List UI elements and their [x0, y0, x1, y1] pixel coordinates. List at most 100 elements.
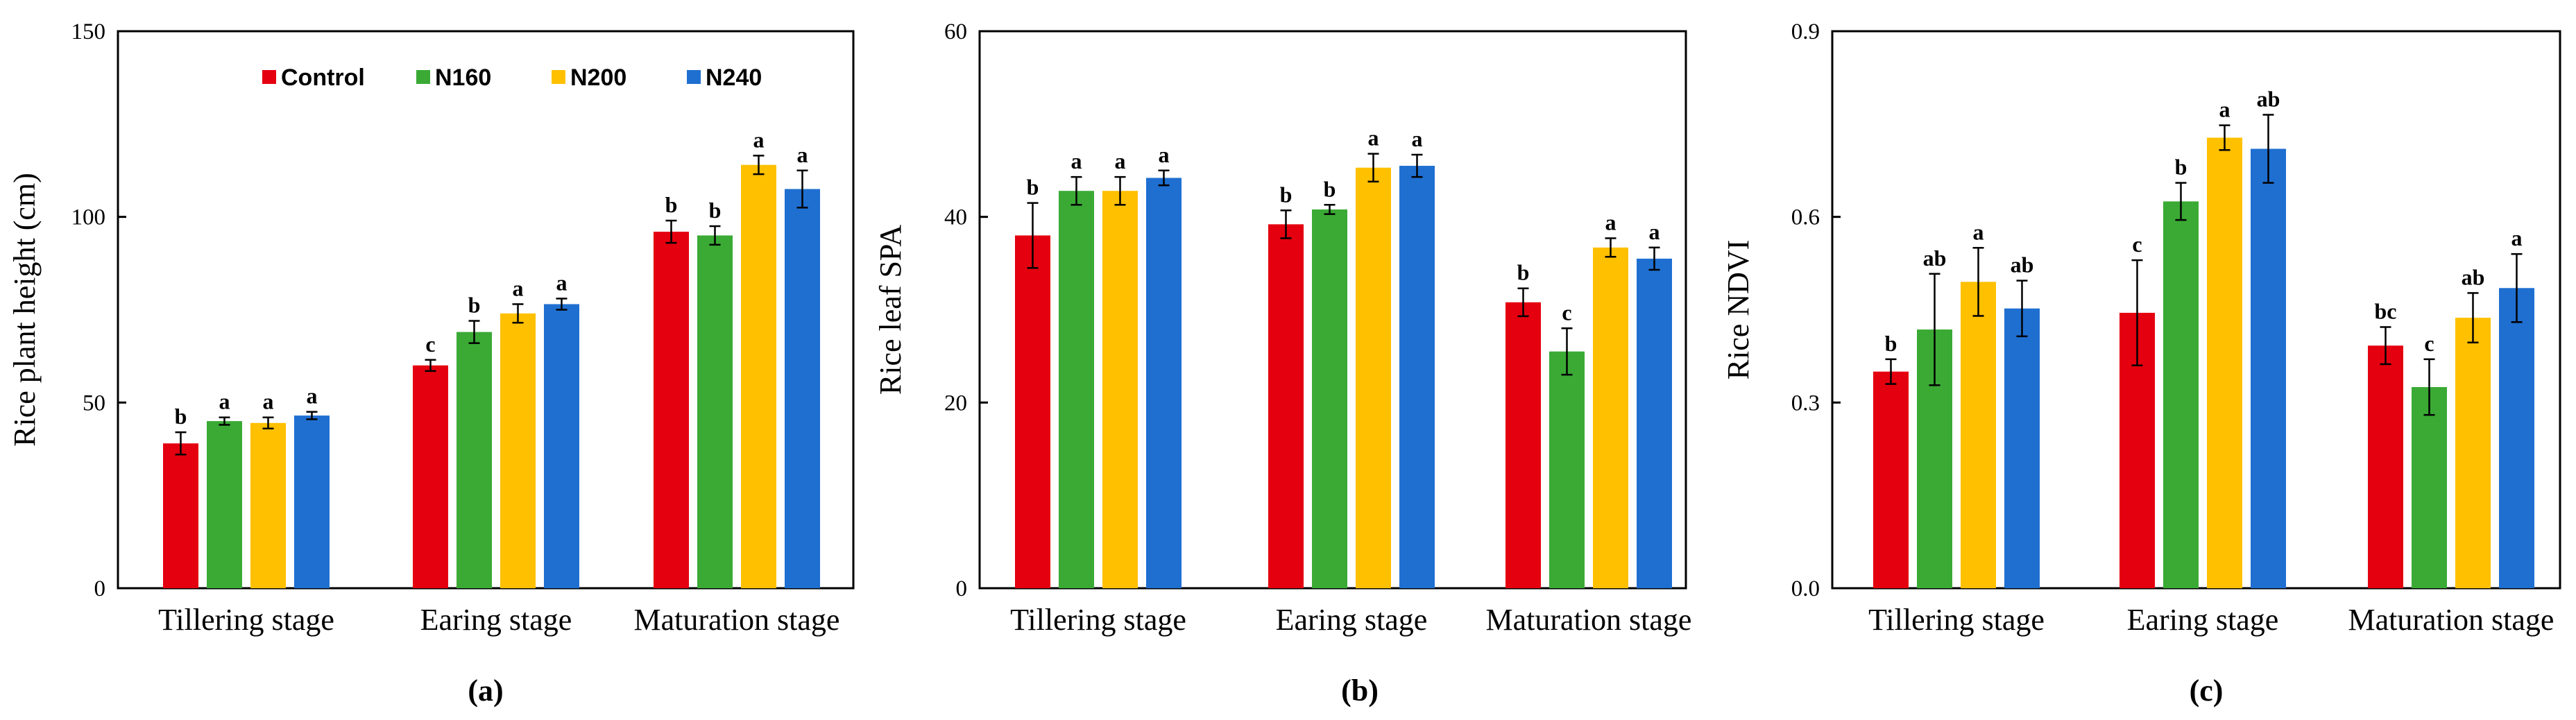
significance-letter: b [665, 192, 678, 217]
significance-letter: a [2511, 225, 2523, 250]
significance-letter: a [2219, 97, 2230, 122]
bar-n200-1 [1961, 282, 1996, 588]
y-tick-label: 0.0 [1791, 576, 1820, 601]
significance-letter: ab [2257, 86, 2280, 111]
x-category-label: Maturation stage [1486, 603, 1692, 637]
significance-letter: a [1649, 219, 1660, 244]
bar-n200-2 [1356, 167, 1391, 589]
significance-letter: a [1159, 142, 1170, 167]
legend-entry-n240: N240 [706, 65, 762, 91]
bar-n200-3 [2455, 318, 2491, 588]
y-tick-label: 0.9 [1791, 19, 1820, 44]
significance-letter: a [1115, 148, 1126, 173]
significance-letter: a [513, 275, 524, 300]
x-category-label: Tillering stage [1010, 603, 1186, 637]
significance-letter: a [263, 389, 274, 414]
legend-swatch-n240 [687, 70, 701, 84]
bar-n160-2 [2163, 201, 2199, 589]
bar-n240-3 [1637, 258, 1672, 588]
significance-letter: ab [2462, 264, 2485, 289]
significance-letter: b [2175, 155, 2187, 180]
significance-letter: a [753, 127, 765, 152]
bar-n200-2 [500, 313, 536, 588]
bar-n240-3 [2499, 288, 2534, 588]
x-category-label: Tillering stage [1868, 603, 2045, 637]
significance-letter: b [1517, 260, 1530, 285]
significance-letter: a [1605, 209, 1617, 234]
y-axis-label: Rice NDVI [1721, 240, 1755, 380]
x-category-label: Earing stage [1276, 603, 1428, 637]
significance-letter: b [468, 293, 481, 318]
legend-swatch-control [262, 70, 276, 84]
bar-n240-2 [544, 304, 579, 588]
significance-letter: b [1885, 331, 1897, 356]
significance-letter: b [1280, 182, 1293, 207]
bar-n160-1 [1059, 191, 1094, 588]
bar-n160-1 [207, 421, 242, 588]
significance-letter: c [2424, 331, 2434, 356]
bar-n200-3 [1593, 247, 1628, 588]
chart-panel-1: 0 50 100 150 Rice plant height (cm) b a a a Tille… [8, 19, 855, 708]
y-tick-label: 0.6 [1791, 205, 1820, 230]
panel-label: (b) [1341, 674, 1379, 708]
significance-letter: a [1071, 148, 1082, 173]
bar-n160-2 [457, 332, 492, 588]
bar-control-2 [413, 365, 448, 588]
x-category-label: Tillering stage [158, 603, 334, 637]
significance-letter: a [556, 270, 568, 295]
legend-entry-n160: N160 [435, 65, 491, 91]
significance-letter: a [1412, 126, 1423, 151]
significance-letter: a [307, 384, 318, 409]
significance-letter: a [1368, 126, 1379, 151]
bar-control-3 [654, 232, 689, 589]
bar-n160-3 [2412, 387, 2447, 588]
significance-letter: c [425, 332, 435, 357]
bar-n160-3 [697, 235, 733, 588]
bar-n240-2 [2251, 148, 2286, 588]
bar-n200-2 [2207, 137, 2242, 588]
legend: Control N160 N200 N240 [262, 65, 762, 91]
significance-letter: bc [2375, 298, 2397, 323]
bar-n240-3 [785, 189, 820, 588]
significance-letter: b [709, 198, 722, 223]
y-tick-label: 0 [956, 576, 968, 601]
y-tick-label: 40 [944, 205, 967, 230]
significance-letter: c [1562, 300, 1571, 325]
significance-letter: b [175, 404, 187, 429]
y-tick-label: 100 [71, 205, 106, 230]
y-axis-label: Rice leaf SPA [873, 225, 907, 395]
x-category-label: Earing stage [2127, 603, 2279, 637]
bar-n240-1 [1146, 178, 1182, 588]
significance-letter: b [1027, 175, 1039, 200]
significance-letter: ab [2011, 252, 2034, 277]
legend-swatch-n160 [416, 70, 430, 84]
x-category-label: Maturation stage [2348, 603, 2554, 637]
bar-control-2 [1268, 224, 1304, 589]
significance-letter: ab [1923, 246, 1947, 271]
panel-label: (c) [2190, 674, 2224, 708]
bar-n200-1 [250, 422, 286, 588]
y-tick-label: 0 [94, 576, 106, 601]
significance-letter: a [797, 142, 808, 167]
x-category-label: Maturation stage [634, 603, 840, 637]
bar-control-1 [1873, 371, 1909, 588]
significance-letter: c [2132, 232, 2142, 257]
bar-control-3 [1505, 302, 1541, 588]
y-tick-label: 20 [944, 391, 967, 415]
legend-entry-n200: N200 [570, 65, 626, 91]
y-tick-label: 50 [83, 391, 105, 415]
bar-n160-3 [1549, 351, 1585, 588]
significance-letter: a [219, 389, 230, 414]
chart-panel-2: 0 20 40 60 Rice leaf SPA b a a a Tillering stage b… [873, 19, 1691, 708]
bar-n240-2 [1399, 166, 1435, 588]
bar-n240-1 [294, 415, 330, 588]
y-tick-label: 0.3 [1791, 391, 1820, 415]
bar-n160-2 [1312, 209, 1347, 589]
significance-letter: a [1973, 219, 1984, 244]
bar-control-3 [2368, 345, 2403, 588]
bar-control-1 [1015, 235, 1050, 588]
y-tick-label: 150 [71, 19, 106, 44]
panel-label: (a) [468, 674, 503, 708]
